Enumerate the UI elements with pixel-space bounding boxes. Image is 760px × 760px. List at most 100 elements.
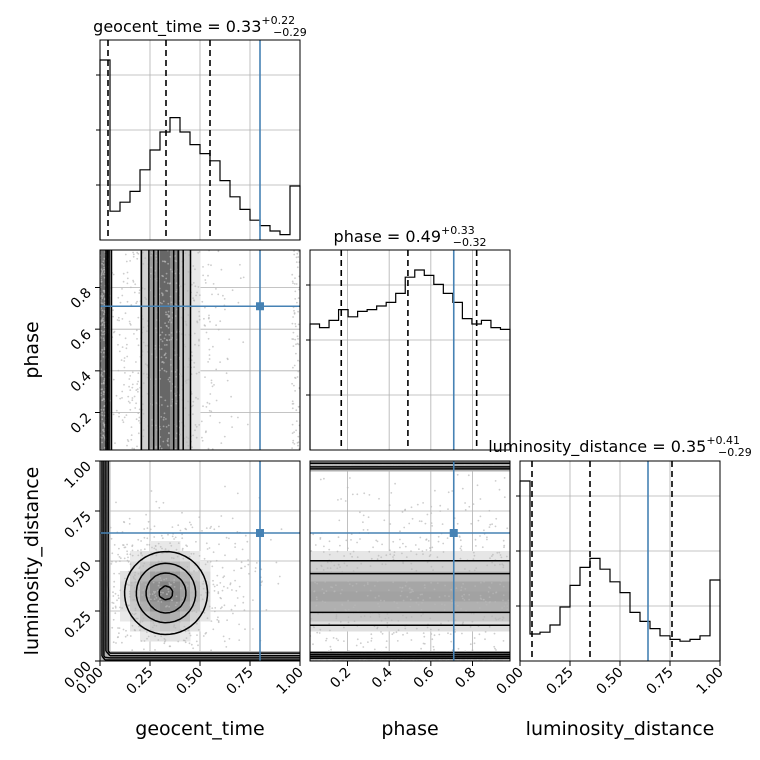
sample-point — [419, 536, 422, 539]
density-cell — [360, 561, 371, 572]
sample-point — [166, 593, 168, 596]
sample-point — [192, 647, 195, 650]
sample-point — [146, 527, 149, 530]
density-cell — [500, 621, 510, 632]
density-cell — [340, 591, 351, 602]
density-cell — [190, 360, 201, 371]
sample-point — [490, 582, 493, 584]
density-cell — [180, 400, 191, 411]
sample-point — [484, 600, 487, 603]
sample-point — [133, 629, 136, 631]
sample-point — [433, 634, 436, 637]
sample-point — [393, 554, 396, 556]
sample-point — [414, 544, 417, 546]
sample-point — [458, 536, 461, 538]
sample-point — [495, 591, 498, 594]
sample-point — [421, 602, 423, 604]
sample-point — [350, 579, 352, 582]
sample-point — [114, 612, 117, 615]
sample-point — [196, 634, 198, 636]
contour-line — [310, 468, 510, 654]
ytick-label-luminosity_distance: 0.75 — [61, 509, 94, 542]
sample-point — [350, 539, 352, 541]
sample-point — [431, 546, 434, 549]
sample-point — [131, 624, 134, 627]
sample-point — [489, 557, 491, 560]
sample-point — [151, 614, 154, 616]
density-cell — [160, 420, 171, 431]
sample-point — [103, 326, 106, 329]
sample-point — [167, 262, 170, 265]
sample-point — [144, 344, 147, 347]
sample-point — [146, 376, 149, 379]
sample-point — [203, 557, 206, 560]
sample-point — [294, 323, 297, 325]
sample-point — [202, 635, 205, 637]
sample-point — [180, 421, 183, 424]
sample-point — [179, 373, 181, 376]
sample-point — [348, 650, 350, 652]
density-cell — [190, 561, 201, 572]
sample-point — [461, 595, 463, 598]
sample-point — [155, 548, 157, 551]
sample-point — [148, 543, 151, 546]
density-cell — [500, 581, 510, 592]
sample-point — [397, 607, 400, 609]
ytick-label-luminosity_distance: 1.00 — [61, 459, 94, 492]
sample-point — [243, 609, 246, 612]
sample-point — [465, 658, 467, 661]
sample-point — [237, 301, 240, 304]
sample-point — [291, 423, 294, 426]
xtick-label-phase: 0.8 — [452, 665, 479, 692]
sample-point — [161, 361, 164, 363]
xtick-label-phase: 0.2 — [327, 665, 354, 692]
sample-point — [410, 591, 413, 593]
sample-point — [315, 604, 318, 607]
density-cell — [330, 561, 341, 572]
sample-point — [127, 556, 129, 559]
density-cell — [310, 591, 321, 602]
sample-point — [118, 412, 120, 414]
sample-point — [474, 585, 477, 587]
density-cell — [430, 551, 441, 562]
sample-point — [179, 587, 182, 590]
sample-point — [208, 358, 211, 360]
sample-point — [131, 549, 134, 552]
sample-point — [399, 538, 401, 541]
sample-point — [335, 637, 338, 640]
sample-point — [190, 643, 193, 646]
sample-point — [112, 309, 114, 312]
sample-point — [225, 536, 228, 539]
sample-point — [237, 416, 239, 419]
sample-point — [292, 282, 294, 284]
sample-point — [427, 540, 430, 542]
sample-point — [195, 436, 198, 439]
sample-point — [132, 281, 135, 283]
sample-point — [112, 591, 114, 594]
sample-point — [502, 539, 505, 542]
sample-point — [356, 556, 359, 559]
sample-point — [195, 540, 197, 543]
sample-point — [148, 612, 151, 615]
density-cell — [390, 581, 401, 592]
sample-point — [443, 604, 446, 606]
sample-point — [339, 566, 341, 568]
sample-point — [292, 366, 294, 369]
sample-point — [174, 371, 177, 373]
sample-point — [463, 593, 465, 596]
sample-point — [151, 593, 154, 596]
sample-point — [473, 569, 476, 572]
sample-point — [101, 411, 103, 414]
sample-point — [293, 312, 296, 315]
sample-point — [201, 530, 203, 532]
density-cell — [350, 621, 361, 632]
sample-point — [293, 443, 296, 445]
sample-point — [410, 588, 413, 591]
density-cell — [370, 561, 381, 572]
density-cell — [470, 551, 481, 562]
sample-point — [155, 500, 158, 503]
sample-point — [140, 540, 143, 542]
sample-point — [155, 258, 158, 260]
sample-point — [166, 325, 168, 327]
sample-point — [479, 535, 481, 537]
